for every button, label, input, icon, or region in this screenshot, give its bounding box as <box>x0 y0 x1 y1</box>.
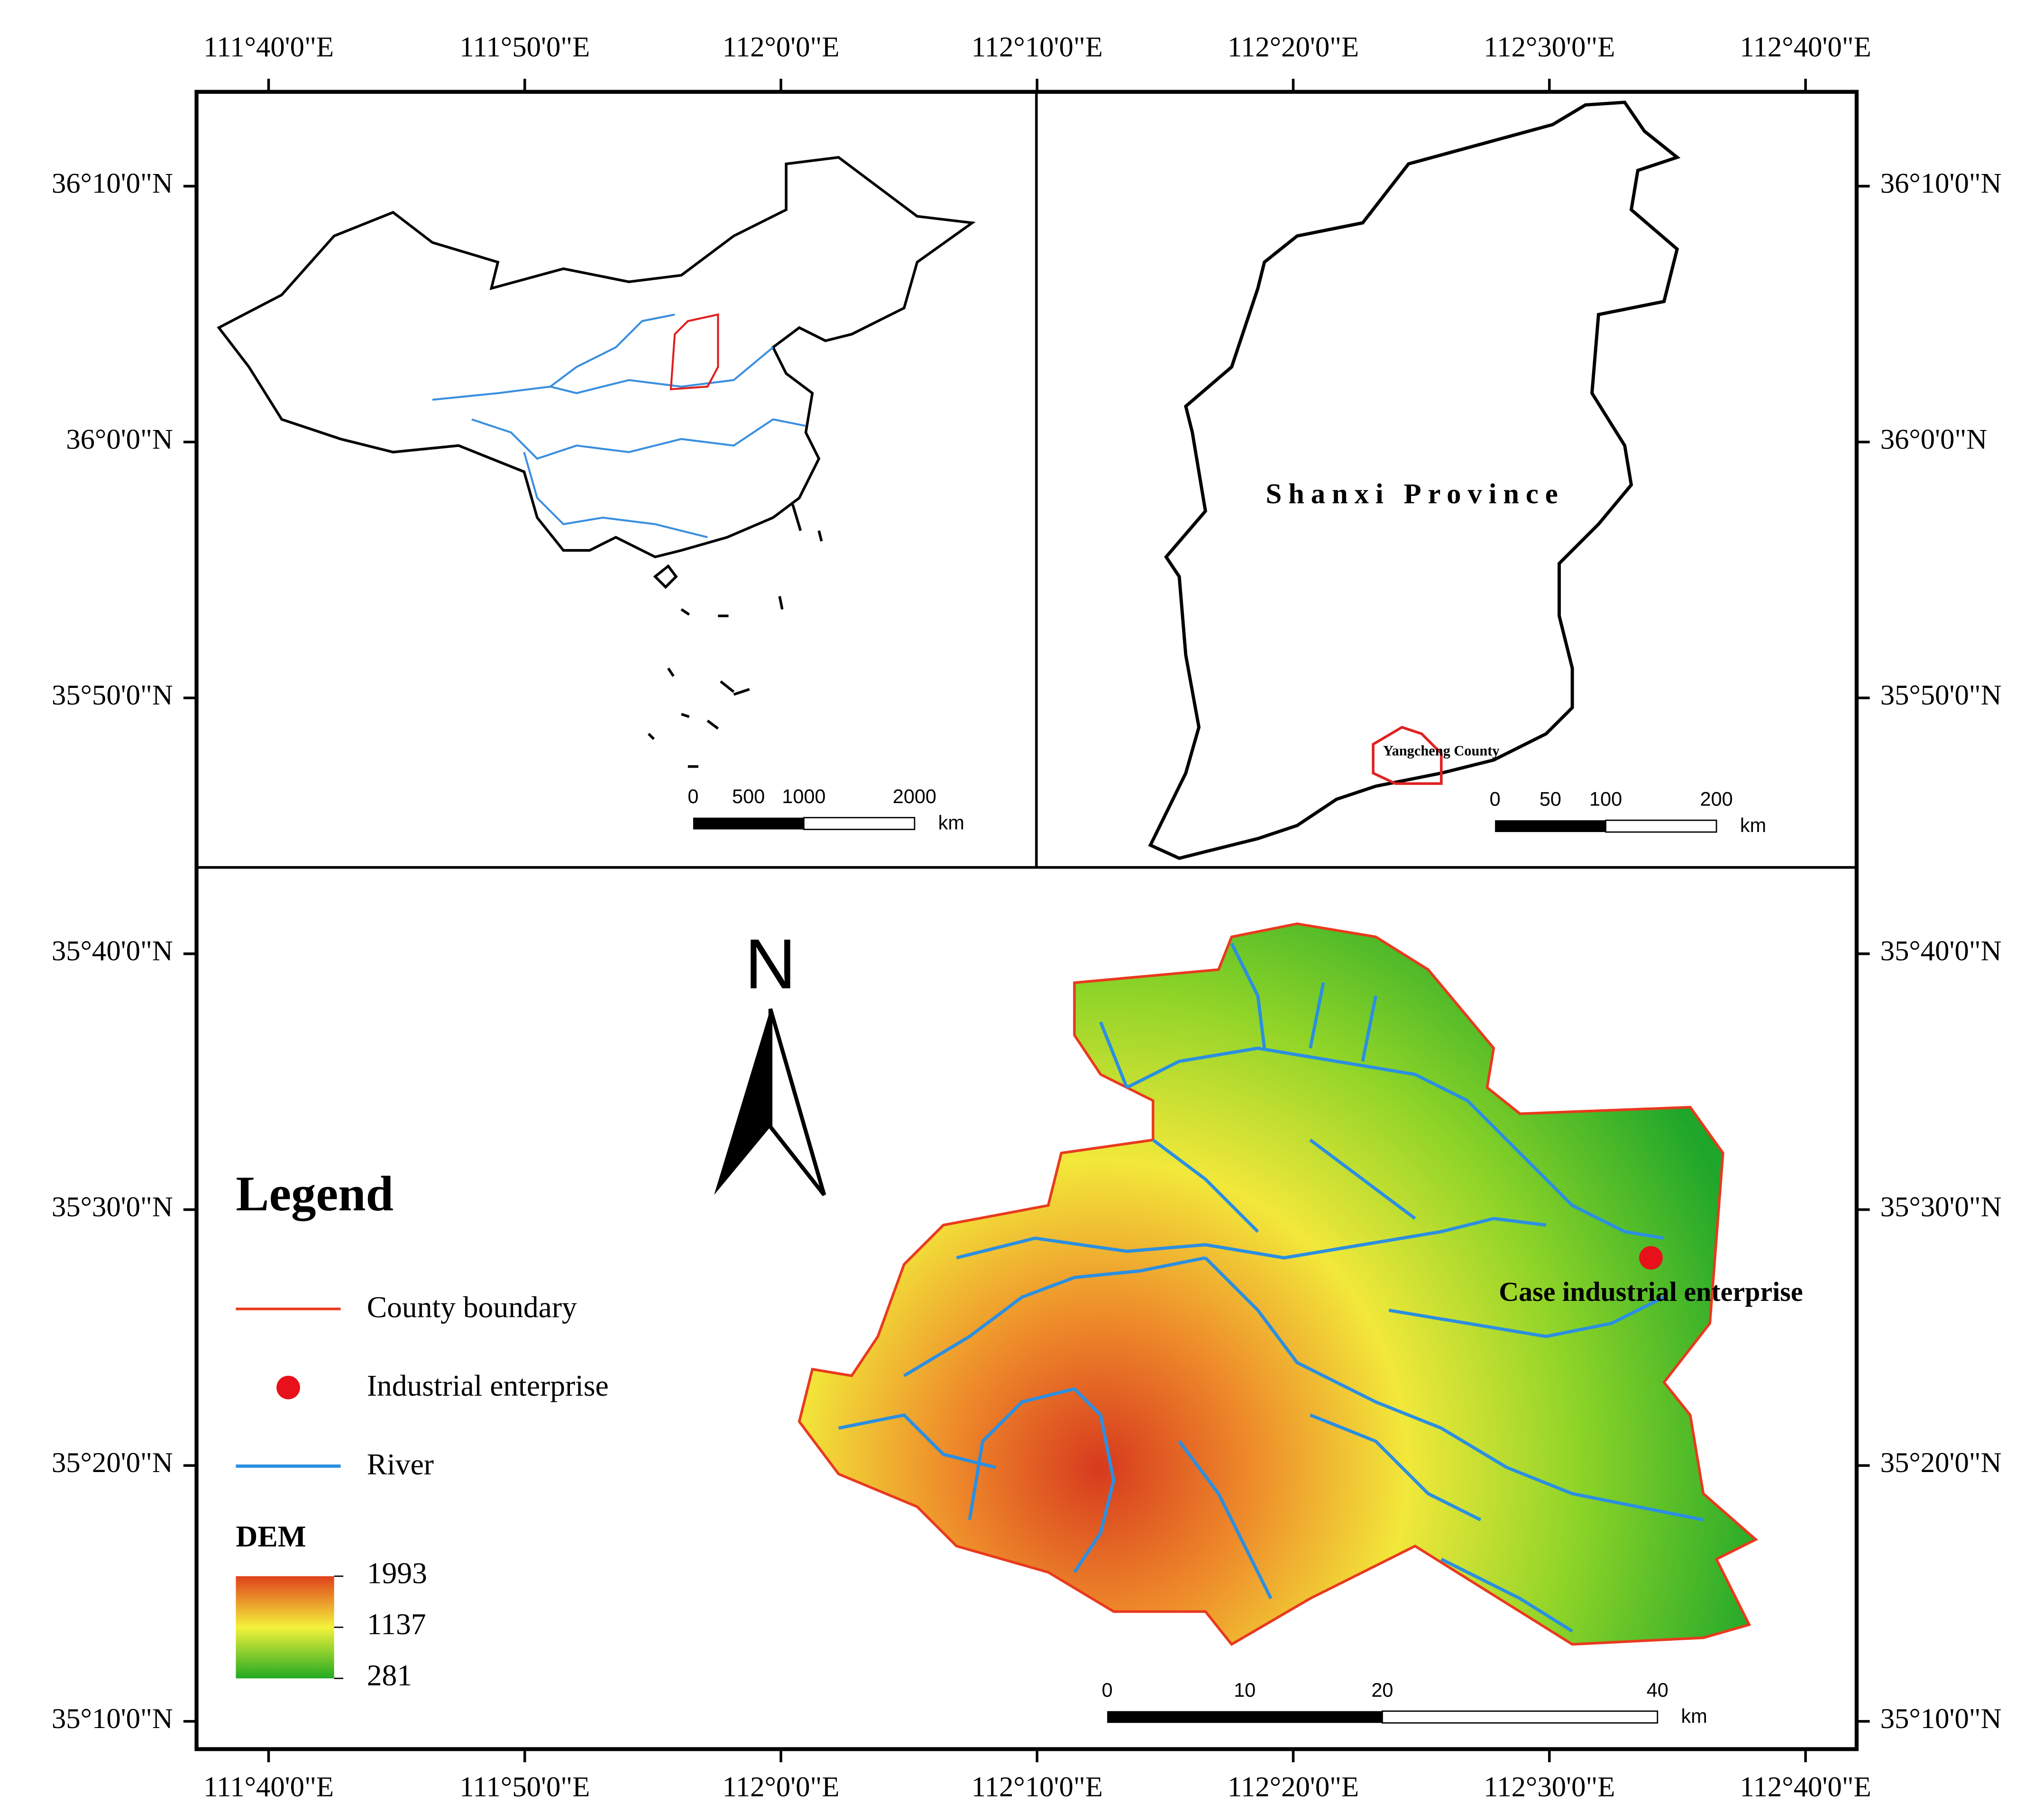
scale-bar-black <box>1107 1711 1383 1723</box>
y-label: 36°0'0"N <box>66 423 173 455</box>
scale-label: 0 <box>687 785 698 807</box>
x-label: 112°20'0"E <box>1228 1771 1359 1803</box>
scale-label: 500 <box>732 785 765 807</box>
scale-bar-white <box>1605 819 1717 833</box>
china-islands <box>647 504 823 768</box>
x-label: 111°50'0"E <box>459 31 590 63</box>
y-label: 35°10'0"N <box>1880 1703 2002 1735</box>
x-label: 112°40'0"E <box>1740 1771 1871 1803</box>
x-label: 112°20'0"E <box>1228 31 1359 63</box>
y-label: 35°20'0"N <box>1880 1447 2002 1479</box>
y-label: 35°40'0"N <box>1880 935 2002 967</box>
y-label: 35°30'0"N <box>52 1191 173 1223</box>
county-label: Yangcheng County <box>1383 742 1500 759</box>
scale-bar-black <box>693 817 804 830</box>
legend-item: River <box>367 1447 434 1481</box>
x-label: 112°10'0"E <box>972 1771 1103 1803</box>
y-label: 35°50'0"N <box>52 679 173 711</box>
dem-title: DEM <box>236 1519 306 1553</box>
shanxi-in-china <box>669 313 719 391</box>
scale-label: 40 <box>1647 1679 1668 1701</box>
scale-label: 0 <box>1102 1679 1113 1701</box>
dem-labels: 1993 1137 281 <box>334 1556 427 1692</box>
y-label: 35°50'0"N <box>1880 679 2002 711</box>
frame <box>194 90 1859 1751</box>
scale-bar-black <box>1495 820 1606 832</box>
legend-item: County boundary <box>367 1290 577 1324</box>
dem-label: 1137 <box>367 1607 426 1641</box>
y-label: 36°0'0"N <box>1880 423 1988 455</box>
scale-unit: km <box>938 811 964 833</box>
scale-label: 20 <box>1371 1679 1393 1701</box>
scale-label: 2000 <box>893 785 936 807</box>
province-label: Shanxi Province <box>1266 478 1565 510</box>
north-label: N <box>745 924 796 1004</box>
x-label: 112°30'0"E <box>1484 1771 1615 1803</box>
china-rivers <box>432 313 806 539</box>
scale-unit: km <box>1740 814 1766 836</box>
scale-label: 100 <box>1589 788 1622 810</box>
scale-label: 10 <box>1234 1679 1256 1701</box>
x-label: 112°0'0"E <box>723 1771 840 1803</box>
x-label: 112°40'0"E <box>1740 31 1871 63</box>
y-label: 35°30'0"N <box>1880 1191 2002 1223</box>
scale-label: 200 <box>1700 788 1733 810</box>
scale-bar-white <box>803 817 916 830</box>
y-label: 35°40'0"N <box>52 935 173 967</box>
y-label: 35°10'0"N <box>52 1703 173 1735</box>
x-label: 112°0'0"E <box>723 31 840 63</box>
legend-enterprise-swatch <box>276 1375 300 1399</box>
legend-title: Legend <box>236 1166 394 1221</box>
dem-label: 281 <box>367 1658 412 1692</box>
scale-label: 0 <box>1490 788 1501 810</box>
dem-label: 1993 <box>367 1556 427 1590</box>
north-arrow-right <box>768 1008 826 1197</box>
enterprise-label: Case industrial enterprise <box>1499 1276 1803 1307</box>
x-label: 111°40'0"E <box>203 1771 334 1803</box>
scale-label: 50 <box>1540 788 1561 810</box>
rivers <box>838 942 1704 1633</box>
y-label: 36°10'0"N <box>1880 168 2002 200</box>
coordinate-labels: 111°40'0"E 111°40'0"E 111°50'0"E 111°50'0"E… <box>52 31 2002 1803</box>
x-label: 111°50'0"E <box>459 1771 590 1803</box>
x-label: 111°40'0"E <box>203 31 334 63</box>
dem-colorbar <box>236 1576 334 1679</box>
enterprise-point <box>1639 1246 1663 1270</box>
county-dem <box>797 922 1758 1646</box>
china-outline <box>217 156 976 558</box>
legend-item: Industrial enterprise <box>367 1369 609 1402</box>
x-label: 112°10'0"E <box>972 31 1103 63</box>
shanxi-outline <box>1148 101 1681 860</box>
y-label: 36°10'0"N <box>52 168 173 200</box>
yangcheng-outline <box>1372 725 1443 785</box>
y-label: 35°20'0"N <box>52 1447 173 1479</box>
x-label: 112°30'0"E <box>1484 31 1615 63</box>
scale-unit: km <box>1681 1705 1707 1727</box>
scale-bar-white <box>1382 1710 1659 1724</box>
scale-label: 1000 <box>782 785 825 807</box>
